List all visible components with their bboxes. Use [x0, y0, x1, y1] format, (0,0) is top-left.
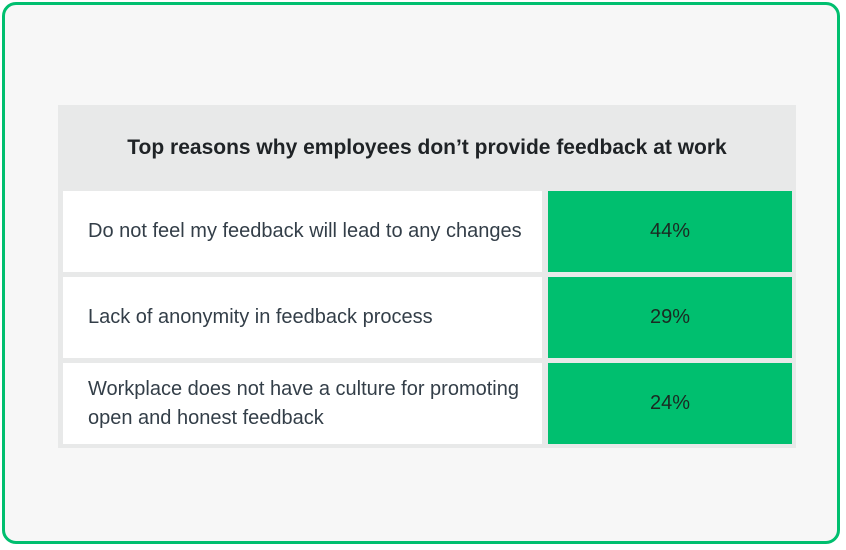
table-title: Top reasons why employees don’t provide …	[127, 136, 727, 159]
row-label: Workplace does not have a culture for pr…	[63, 363, 542, 444]
table-row: Workplace does not have a culture for pr…	[63, 363, 792, 444]
table-row: Lack of anonymity in feedback process 29…	[63, 277, 792, 358]
row-value: 24%	[548, 363, 792, 444]
table-row: Do not feel my feedback will lead to any…	[63, 191, 792, 272]
row-value: 29%	[548, 277, 792, 358]
row-label: Do not feel my feedback will lead to any…	[63, 191, 542, 272]
feedback-table: Top reasons why employees don’t provide …	[58, 105, 796, 448]
row-value: 44%	[548, 191, 792, 272]
card-frame: Top reasons why employees don’t provide …	[2, 2, 840, 544]
row-label: Lack of anonymity in feedback process	[63, 277, 542, 358]
